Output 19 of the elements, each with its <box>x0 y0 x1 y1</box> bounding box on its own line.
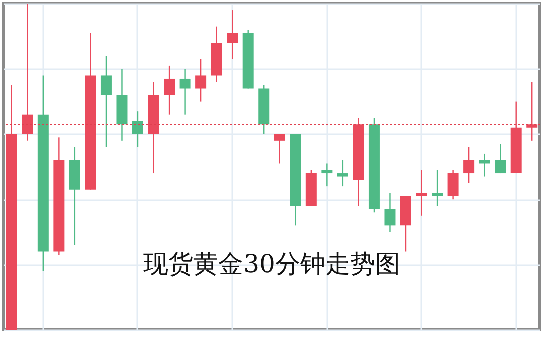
candlestick <box>322 163 333 188</box>
candlestick <box>180 68 191 116</box>
candlestick <box>479 153 490 178</box>
candlestick <box>526 82 538 142</box>
candlestick <box>22 3 34 142</box>
candlestick <box>132 110 144 148</box>
candlestick <box>100 56 112 148</box>
candlestick <box>337 160 348 188</box>
candlestick <box>448 170 459 200</box>
candlestick <box>274 134 286 164</box>
candlestick <box>416 170 428 216</box>
candlestick <box>164 65 176 116</box>
candlestick <box>464 146 475 184</box>
candlestick <box>196 58 207 102</box>
candlestick <box>432 170 444 207</box>
candlestick <box>495 144 506 174</box>
text: 现货黄金30分钟走势图 <box>144 250 400 279</box>
candlestick <box>227 10 238 60</box>
candlestick <box>384 192 396 233</box>
